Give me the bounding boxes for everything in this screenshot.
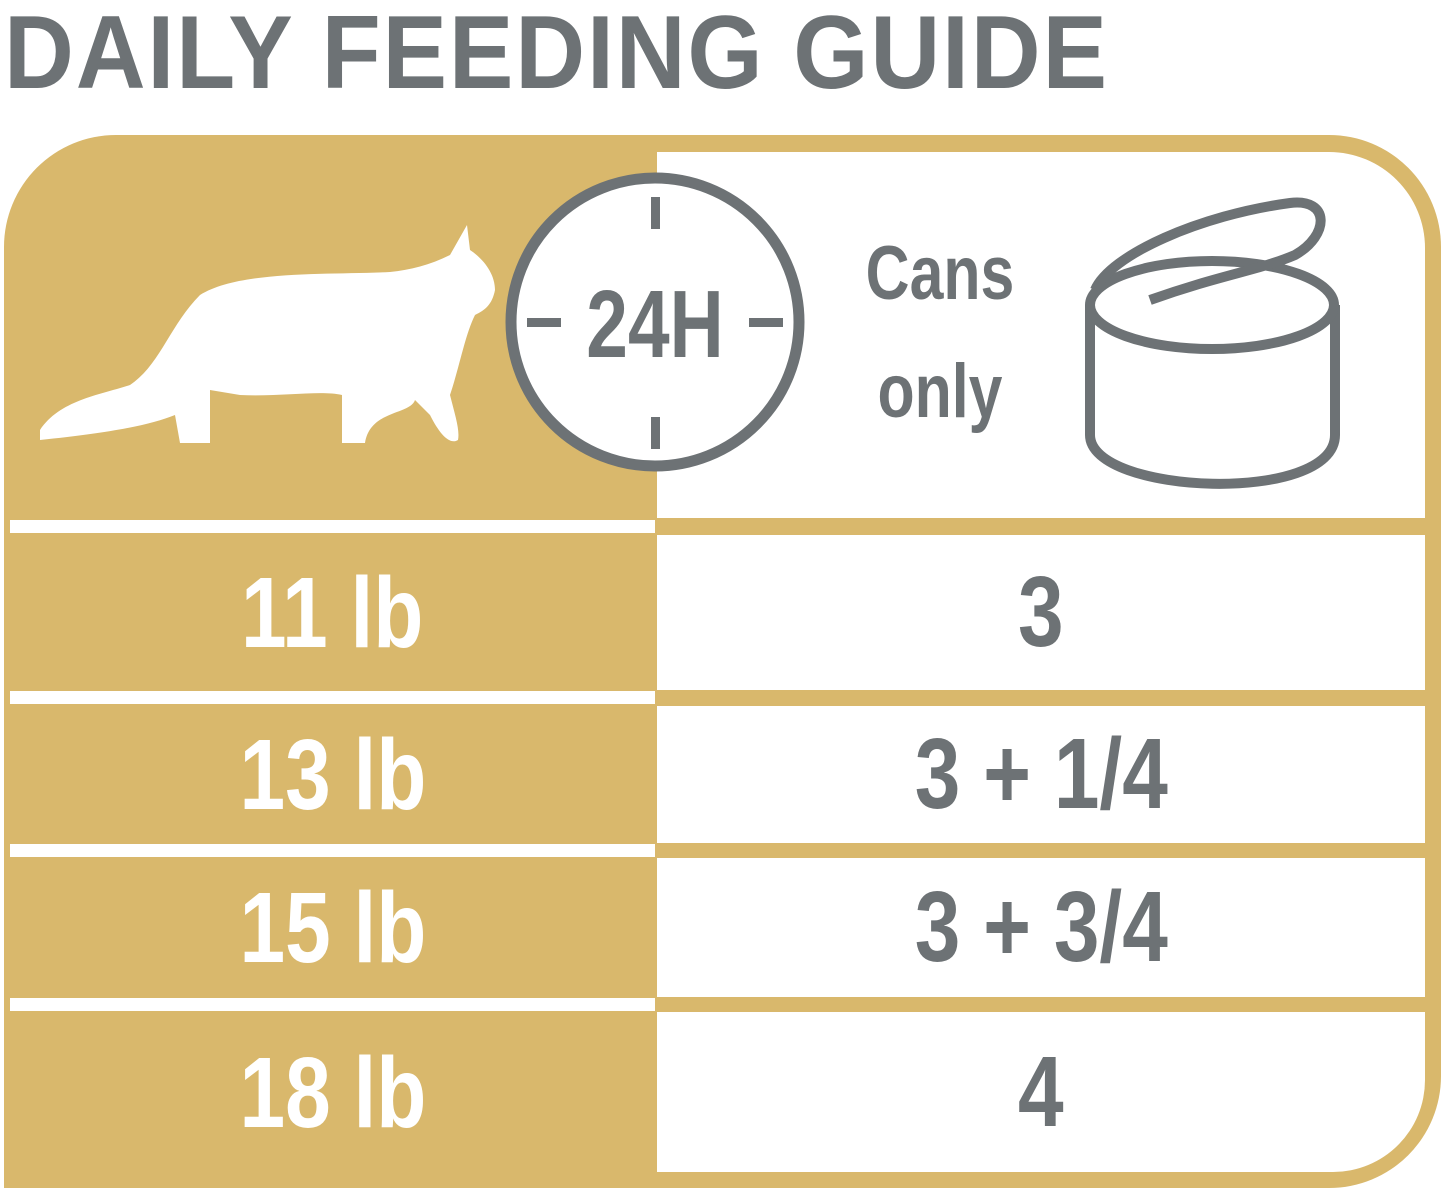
food-type-label: Cans only — [860, 215, 1020, 451]
table-row-cans: 3 — [657, 535, 1425, 690]
weight-value: 11 lb — [241, 556, 424, 669]
weight-value: 18 lb — [239, 1036, 426, 1149]
cat-silhouette-icon — [40, 225, 495, 443]
clock-label: 24H — [586, 271, 724, 378]
table-row-cans: 4 — [657, 1012, 1425, 1172]
table-row-cans: 3 + 3/4 — [657, 858, 1425, 997]
table-row-weight: 11 lb — [10, 535, 655, 691]
table-row-weight: 18 lb — [10, 1013, 655, 1173]
clock-icon — [505, 172, 805, 472]
page-title: DAILY FEEDING GUIDE — [4, 0, 1109, 111]
weight-value: 13 lb — [239, 718, 426, 831]
food-type-line1: Cans — [865, 231, 1015, 316]
cans-value: 3 + 1/4 — [914, 718, 1168, 830]
table-row-weight: 13 lb — [10, 706, 655, 844]
cans-value: 4 — [1018, 1035, 1064, 1148]
table-row-weight: 15 lb — [10, 859, 655, 998]
row-divider — [10, 844, 655, 857]
cans-value: 3 + 3/4 — [914, 871, 1168, 983]
row-divider — [10, 691, 655, 704]
table-row-cans: 3 + 1/4 — [657, 706, 1425, 843]
row-divider — [10, 520, 655, 533]
row-divider — [10, 998, 655, 1011]
cans-value: 3 — [1018, 556, 1064, 668]
food-type-line2: only — [877, 349, 1003, 434]
can-icon — [1085, 197, 1340, 489]
weight-value: 15 lb — [239, 872, 426, 984]
